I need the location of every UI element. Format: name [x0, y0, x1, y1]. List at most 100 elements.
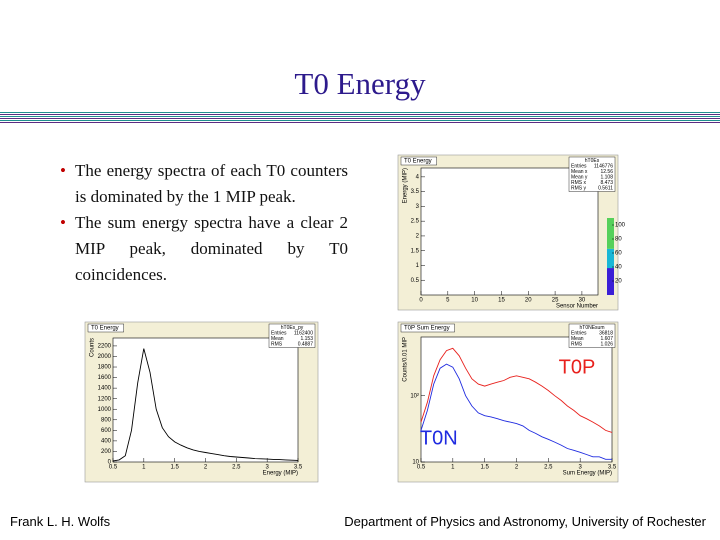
colorbar-segment [607, 268, 614, 295]
plot: 20 40 60 80 100 0 5 10 15 20 25 30 0.5 1 1.5 2 2.5 3 3.5 4 S… [397, 154, 626, 311]
x-tick-label: 2.5 [544, 465, 553, 471]
y-tick-label: 3 [416, 204, 420, 210]
y-tick-label: 0 [108, 460, 112, 466]
y-tick-label: 600 [101, 428, 112, 434]
y-tick-label: 4 [416, 174, 420, 180]
title-rule [0, 112, 720, 124]
colorbar-segment [607, 218, 614, 249]
colorbar-label: 60 [615, 251, 622, 257]
stats-key: RMS x [571, 180, 587, 186]
title-box [400, 156, 437, 166]
stats-box [568, 323, 616, 348]
plot: 0.5 1 1.5 2 2.5 3 3.5 0 200 400 600 800 1000 1200 1400… [84, 321, 319, 483]
stats-key: Mean [571, 336, 584, 342]
x-tick-label: 15 [498, 298, 505, 304]
x-tick-label: 1 [451, 465, 455, 471]
x-tick-label: 30 [579, 298, 586, 304]
stats-key: Mean y [571, 174, 588, 180]
y-tick-label: 1.5 [411, 248, 420, 254]
stats-key: Entries [271, 330, 287, 336]
plot: 0.5 1 1.5 2 2.5 3 3.5 10 10² Sum Energy (MIP) Coun… [397, 321, 619, 483]
bullet: The sum energy spectra have a clear 2 MI… [60, 210, 348, 288]
colorbar-label: 100 [615, 223, 626, 229]
bullet-list: The energy spectra of each T0 counters i… [60, 158, 348, 288]
y-tick-label: 200 [101, 449, 112, 455]
stats-key: Entries [571, 330, 587, 336]
stats-value: 1.108 [600, 174, 613, 180]
title-box [400, 323, 455, 333]
x-tick-label: 3 [578, 465, 582, 471]
stats-box [568, 156, 616, 192]
y-axis-label: Energy (MIP) [403, 168, 409, 203]
x-tick-label: 2.5 [232, 465, 241, 471]
y-tick-label: 1000 [98, 407, 112, 413]
y-tick-label: 800 [101, 417, 112, 423]
x-axis-label: Sensor Number [556, 304, 598, 310]
y-tick-label: 1800 [98, 365, 112, 371]
data-line [112, 348, 299, 462]
stats-value: 0.4887 [298, 341, 314, 347]
stats-key: RMS y [571, 185, 587, 191]
y-tick-label: 1200 [98, 396, 112, 402]
x-tick-label: 1.5 [170, 465, 179, 471]
plot-area [420, 167, 599, 296]
y-tick-label: 1 [416, 263, 420, 269]
colorbar-label: 20 [615, 279, 622, 285]
y-tick-label: 0.5 [411, 278, 420, 284]
stats-key: Mean x [571, 169, 588, 175]
y-tick-label: 2200 [98, 343, 112, 349]
x-tick-label: 0 [419, 298, 423, 304]
plot-title: T0 Energy [91, 326, 119, 332]
stats-key: Entries [571, 163, 587, 169]
x-tick-label: 25 [552, 298, 559, 304]
y-axis-label: Counts/0.01 MIP [403, 337, 409, 382]
plot-title: T0 Energy [404, 159, 432, 165]
y-tick-label: 400 [101, 438, 112, 444]
footer-affiliation: Department of Physics and Astronomy, Uni… [344, 514, 706, 529]
colorbar-label: 40 [615, 265, 622, 271]
y-tick-label: 2.5 [411, 219, 420, 225]
stats-box [268, 323, 316, 348]
stats-value: 1146776 [594, 163, 613, 169]
stats-value: 1.153 [300, 336, 313, 342]
stats-value: 1.607 [600, 336, 613, 342]
y-axis-label: Counts [90, 338, 96, 357]
plot-title: T0P Sum Energy [404, 326, 450, 332]
series-label: T0N [420, 428, 458, 450]
stats-value: 1.026 [600, 341, 613, 347]
y-tick-label: 10² [410, 393, 419, 399]
x-tick-label: 3.5 [608, 465, 617, 471]
y-tick-label: 2 [416, 234, 420, 240]
x-tick-label: 3.5 [294, 465, 303, 471]
stats-value: 8.473 [600, 180, 613, 186]
bullet: The energy spectra of each T0 counters i… [60, 158, 348, 210]
stats-value: 0.5611 [598, 185, 613, 191]
x-tick-label: 5 [446, 298, 450, 304]
stats-name: hT0Es [585, 158, 600, 164]
y-tick-label: 2000 [98, 354, 112, 360]
stats-key: Mean [271, 336, 284, 342]
plot-area [420, 336, 613, 463]
title-box [87, 323, 124, 333]
stats-value: 12.56 [600, 169, 613, 175]
x-axis-label: Energy (MIP) [263, 471, 298, 477]
x-tick-label: 1.5 [480, 465, 489, 471]
series-label: T0P [559, 357, 596, 379]
x-tick-label: 10 [471, 298, 478, 304]
stats-name: hT0NEsum [579, 325, 604, 331]
slide-title: T0 Energy [294, 66, 426, 101]
data-line [420, 363, 612, 460]
colorbar-label: 80 [615, 237, 622, 243]
y-tick-label: 1400 [98, 386, 112, 392]
x-tick-label: 0.5 [109, 465, 118, 471]
x-tick-label: 2 [204, 465, 208, 471]
x-tick-label: 2 [515, 465, 519, 471]
stats-name: hT0Es_py [281, 325, 304, 331]
colorbar-segment [607, 248, 614, 269]
stats-key: RMS [271, 341, 283, 347]
y-tick-label: 10 [412, 460, 419, 466]
y-tick-label: 3.5 [411, 189, 420, 195]
x-axis-label: Sum Energy (MIP) [563, 471, 612, 477]
